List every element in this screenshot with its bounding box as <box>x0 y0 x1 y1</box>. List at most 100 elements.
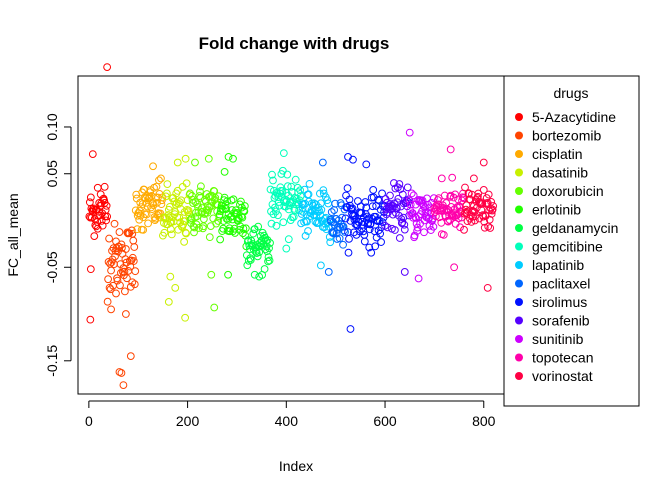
data-point <box>105 234 113 243</box>
data-point <box>266 239 274 247</box>
data-point <box>86 265 95 274</box>
data-point <box>113 276 122 285</box>
data-point <box>414 274 423 283</box>
data-point <box>226 227 234 236</box>
data-point <box>278 166 287 175</box>
data-point <box>284 235 293 244</box>
data-point <box>130 280 139 289</box>
data-point <box>122 274 131 283</box>
data-point <box>405 128 414 137</box>
data-point <box>165 213 174 222</box>
data-point <box>240 207 249 216</box>
data-point <box>487 209 496 218</box>
data-point <box>181 313 190 322</box>
data-point <box>279 149 288 158</box>
data-point <box>470 216 479 225</box>
data-point <box>104 275 113 284</box>
legend-box <box>503 75 640 407</box>
data-point <box>366 219 375 228</box>
data-point <box>383 223 392 232</box>
data-point <box>442 204 451 213</box>
data-point <box>386 191 394 200</box>
data-point <box>369 186 378 194</box>
data-point <box>272 221 281 230</box>
data-point <box>203 202 212 210</box>
data-point <box>278 187 287 195</box>
data-point <box>291 175 300 184</box>
data-point <box>214 192 223 201</box>
data-point <box>467 217 476 226</box>
data-point <box>304 227 312 235</box>
data-point <box>266 185 275 194</box>
data-point <box>339 222 348 231</box>
x-tick-label: 200 <box>176 413 200 429</box>
data-point <box>461 183 469 192</box>
data-point <box>132 194 141 203</box>
data-point <box>340 226 348 235</box>
data-point <box>180 237 189 246</box>
legend-swatch <box>515 316 523 325</box>
data-point <box>305 179 314 188</box>
data-point <box>121 255 130 264</box>
data-point <box>130 243 139 251</box>
data-points <box>85 63 498 390</box>
data-point <box>205 233 214 242</box>
data-point <box>440 191 449 200</box>
data-point <box>272 207 280 216</box>
data-point <box>144 219 153 228</box>
data-point <box>454 214 463 223</box>
y-axis: -0.15 -0.05 0.05 0.10 <box>44 113 72 377</box>
data-point <box>410 231 419 240</box>
data-point <box>164 297 173 306</box>
data-point <box>243 261 252 270</box>
data-point <box>196 193 205 202</box>
data-point <box>129 236 138 245</box>
legend-label: geldanamycin <box>532 220 618 236</box>
data-point <box>364 219 373 228</box>
data-point <box>429 222 438 231</box>
data-point <box>166 272 175 281</box>
legend-label: lapatinib <box>532 257 584 273</box>
data-point <box>147 203 155 212</box>
data-point <box>229 195 238 204</box>
data-point <box>425 221 434 230</box>
data-point <box>276 183 285 192</box>
data-point <box>405 196 414 205</box>
data-point <box>460 225 468 234</box>
data-point <box>395 234 404 242</box>
data-point <box>126 262 135 271</box>
legend-label: cisplatin <box>532 146 583 162</box>
data-point <box>335 234 344 243</box>
data-point <box>222 214 231 223</box>
legend-swatch <box>515 298 523 306</box>
data-point <box>463 217 472 226</box>
data-point <box>139 225 148 234</box>
legend-label: doxorubicin <box>532 183 604 199</box>
data-point <box>335 222 344 231</box>
data-point <box>249 229 258 238</box>
y-tick-label: 0.05 <box>44 160 60 187</box>
data-point <box>282 244 291 253</box>
data-point <box>362 160 371 169</box>
data-point <box>117 240 126 249</box>
data-point <box>103 63 112 72</box>
data-point <box>398 190 407 199</box>
data-point <box>142 210 151 219</box>
data-point <box>102 216 111 225</box>
data-point <box>254 222 263 231</box>
data-point <box>186 215 195 224</box>
data-point <box>437 174 446 183</box>
data-point <box>341 228 349 236</box>
data-point <box>126 282 135 291</box>
legend-swatch <box>515 279 523 288</box>
legend-label: erlotinib <box>532 202 581 218</box>
data-point <box>341 214 350 223</box>
data-point <box>400 268 409 276</box>
data-point <box>95 211 104 220</box>
data-point <box>319 189 328 198</box>
data-point <box>354 218 363 226</box>
data-point <box>377 223 386 231</box>
data-point <box>216 235 225 244</box>
data-point <box>327 208 336 216</box>
chart-title: Fold change with drugs <box>199 34 390 53</box>
